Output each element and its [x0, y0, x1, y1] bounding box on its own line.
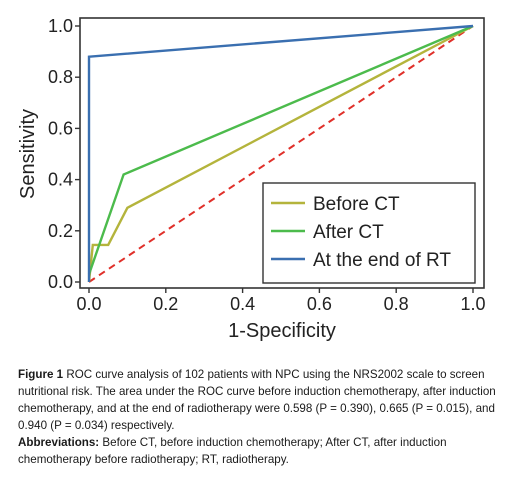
legend-label: At the end of RT	[313, 250, 451, 271]
y-tick-label: 0.0	[48, 272, 73, 292]
series-line-after-ct	[87, 24, 474, 275]
y-tick-label: 0.4	[48, 170, 73, 190]
x-tick-label: 0.6	[307, 294, 332, 314]
legend-label: Before CT	[313, 194, 400, 215]
x-tick-label: 1.0	[460, 294, 485, 314]
caption-paragraph: Figure 1 ROC curve analysis of 102 patie…	[18, 366, 496, 434]
reference-diagonal-line	[88, 25, 474, 283]
roc-chart: 0.0 0.2 0.4 0.6 0.8 1.0 0.0 0.2 0.4 0.6 0.8 1.0 1-S…	[17, 16, 486, 342]
legend-label: After CT	[313, 222, 384, 243]
x-tick-label: 0.0	[76, 294, 101, 314]
y-tick-label: 0.6	[48, 118, 73, 138]
y-tick-label: 1.0	[48, 16, 73, 36]
x-tick-label: 0.8	[384, 294, 409, 314]
y-axis-title: Sensitivity	[17, 109, 39, 199]
series-line-at-the-end-of-rt	[87, 24, 474, 282]
caption-text: ROC curve analysis of 102 patients with …	[18, 368, 496, 432]
x-tick-label: 0.4	[230, 294, 255, 314]
abbreviations-paragraph: Abbreviations: Before CT, before inducti…	[18, 434, 496, 468]
series-line-before-ct	[87, 24, 474, 283]
figure-label: Figure 1	[18, 368, 64, 381]
legend: Before CT After CT At the end of RT	[262, 182, 476, 284]
abbreviations-text: Before CT, before induction chemotherapy…	[18, 436, 447, 466]
x-axis-title: 1-Specificity	[228, 320, 336, 342]
abbreviations-label: Abbreviations:	[18, 436, 100, 449]
figure-caption: Figure 1 ROC curve analysis of 102 patie…	[18, 366, 496, 468]
y-tick-label: 0.2	[48, 221, 73, 241]
x-tick-label: 0.2	[153, 294, 178, 314]
y-tick-label: 0.8	[48, 67, 73, 87]
plot-frame	[79, 17, 485, 289]
legend-box	[262, 182, 476, 284]
